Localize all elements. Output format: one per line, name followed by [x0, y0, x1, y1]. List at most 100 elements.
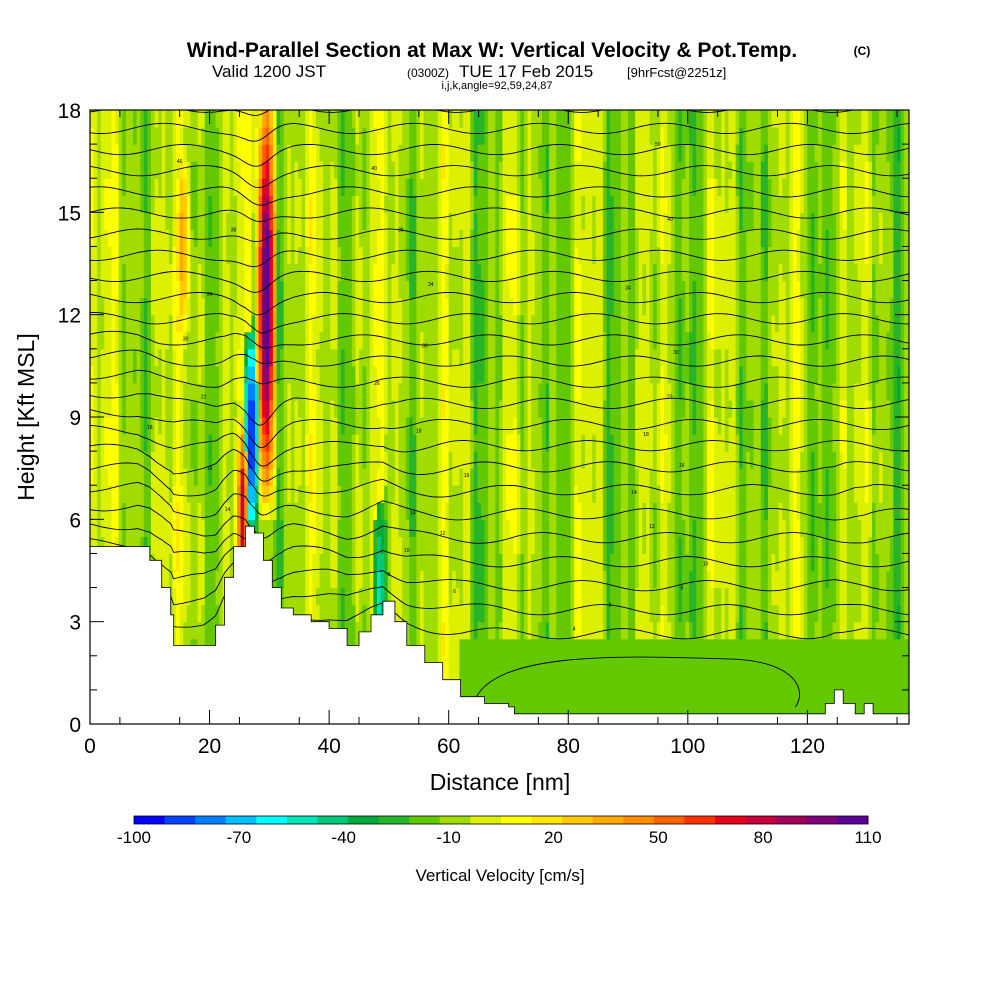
velocity-cell — [179, 178, 184, 196]
velocity-cell — [398, 263, 403, 282]
velocity-cell — [251, 127, 256, 145]
velocity-cell — [437, 348, 443, 367]
velocity-cell — [480, 451, 486, 469]
velocity-cell — [150, 331, 156, 350]
velocity-cell — [351, 263, 357, 282]
velocity-cell — [301, 297, 306, 316]
velocity-cell — [434, 621, 439, 640]
velocity-cell — [513, 672, 518, 691]
velocity-cell — [384, 331, 389, 350]
velocity-cell — [459, 263, 464, 282]
velocity-cell — [201, 604, 206, 623]
velocity-cell — [118, 229, 123, 248]
velocity-cell — [312, 417, 317, 435]
velocity-cell — [197, 604, 202, 623]
velocity-cell — [502, 621, 507, 640]
velocity-cell — [308, 110, 313, 128]
velocity-cell — [445, 229, 450, 248]
velocity-cell — [549, 297, 554, 316]
velocity-cell — [380, 110, 385, 128]
velocity-cell — [549, 434, 554, 452]
velocity-cell — [441, 417, 446, 435]
velocity-cell — [559, 587, 565, 606]
velocity-cell — [427, 519, 432, 537]
velocity-cell — [581, 382, 586, 401]
velocity-cell — [477, 519, 482, 537]
velocity-cell — [387, 587, 392, 606]
velocity-cell — [290, 144, 296, 162]
velocity-cell — [463, 212, 468, 230]
velocity-cell — [265, 365, 270, 384]
velocity-cell — [326, 468, 331, 486]
velocity-cell — [211, 536, 217, 555]
velocity-cell — [470, 314, 475, 333]
velocity-cell — [387, 485, 392, 503]
velocity-cell — [298, 348, 303, 367]
velocity-cell — [172, 331, 177, 350]
velocity-cell — [369, 314, 374, 333]
velocity-cell — [147, 263, 152, 282]
velocity-cell — [208, 246, 213, 265]
velocity-cell — [201, 468, 206, 486]
velocity-cell — [93, 144, 98, 162]
velocity-cell — [455, 331, 461, 350]
velocity-cell — [215, 314, 220, 333]
velocity-cell — [165, 536, 170, 555]
velocity-cell — [466, 246, 471, 265]
velocity-cell — [315, 536, 321, 555]
velocity-cell — [498, 587, 504, 606]
velocity-cell — [298, 246, 303, 265]
velocity-cell — [541, 127, 547, 145]
velocity-cell — [419, 212, 425, 230]
velocity-cell — [233, 263, 238, 282]
velocity-cell — [491, 382, 496, 401]
velocity-cell — [337, 314, 342, 333]
velocity-cell — [570, 604, 575, 623]
velocity-cell — [359, 570, 364, 589]
velocity-cell — [480, 502, 486, 520]
velocity-cell — [380, 195, 385, 213]
velocity-cell — [466, 604, 471, 623]
velocity-cell — [484, 417, 489, 435]
velocity-cell — [262, 365, 267, 384]
velocity-cell — [387, 417, 392, 435]
velocity-cell — [104, 536, 109, 555]
velocity-cell — [104, 195, 109, 213]
velocity-cell — [265, 144, 270, 162]
velocity-cell — [380, 587, 385, 606]
velocity-cell — [470, 195, 475, 213]
velocity-cell — [283, 451, 288, 469]
velocity-cell — [333, 348, 339, 367]
velocity-cell — [290, 297, 296, 316]
velocity-cell — [366, 485, 371, 503]
velocity-cell — [559, 178, 565, 196]
velocity-cell — [305, 468, 310, 486]
velocity-cell — [448, 365, 453, 384]
velocity-cell — [538, 468, 543, 486]
velocity-cell — [545, 553, 550, 572]
velocity-cell — [269, 502, 274, 520]
velocity-cell — [290, 382, 296, 401]
velocity-cell — [315, 587, 321, 606]
velocity-cell — [455, 382, 461, 401]
velocity-cell — [215, 195, 220, 213]
velocity-cell — [570, 451, 575, 469]
velocity-cell — [276, 434, 281, 452]
velocity-cell — [168, 195, 174, 213]
velocity-cell — [100, 451, 105, 469]
velocity-cell — [577, 434, 582, 452]
velocity-cell — [516, 451, 522, 469]
velocity-cell — [351, 365, 357, 384]
velocity-cell — [577, 297, 582, 316]
velocity-cell — [402, 519, 407, 537]
velocity-cell — [165, 331, 170, 350]
velocity-cell — [211, 399, 217, 418]
velocity-cell — [154, 144, 159, 162]
velocity-cell — [452, 399, 457, 418]
velocity-cell — [93, 536, 98, 555]
velocity-cell — [441, 212, 446, 230]
velocity-cell — [125, 314, 131, 333]
velocity-cell — [412, 587, 418, 606]
velocity-cell — [93, 485, 98, 503]
velocity-cell — [330, 297, 335, 316]
